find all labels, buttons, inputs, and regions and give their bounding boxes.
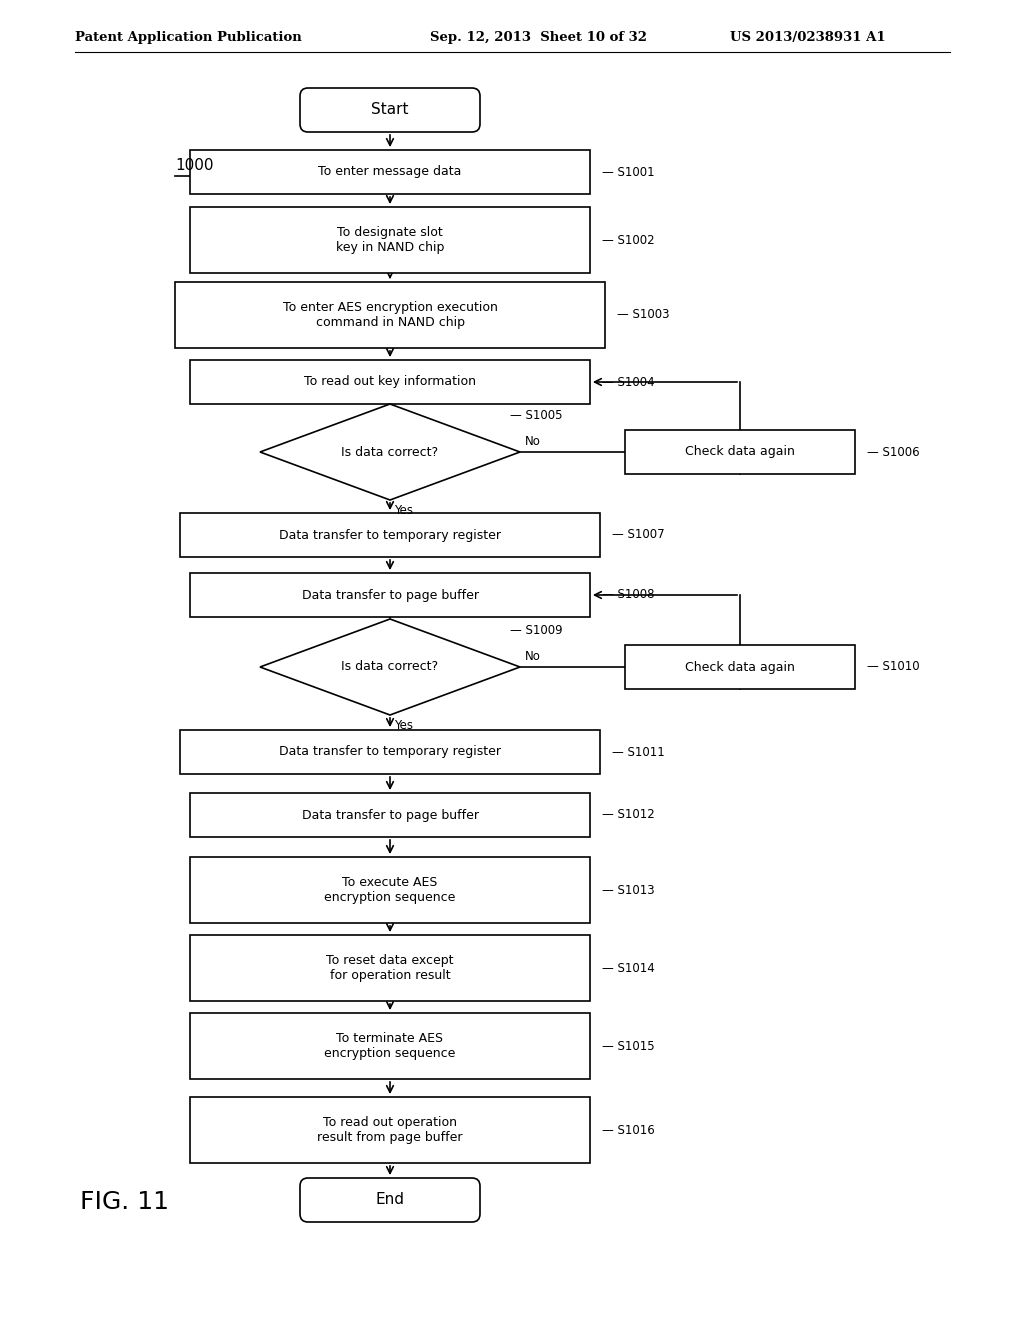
Bar [625,430,855,474]
Text: Sep. 12, 2013  Sheet 10 of 32: Sep. 12, 2013 Sheet 10 of 32 [430,30,647,44]
Text: — S1007: — S1007 [612,528,665,541]
Text: To read out operation
result from page buffer: To read out operation result from page b… [317,1115,463,1144]
Text: No: No [525,436,541,447]
Text: — S1001: — S1001 [602,165,654,178]
Text: Is data correct?: Is data correct? [341,446,438,458]
Text: — S1004: — S1004 [602,375,654,388]
Bar [190,1012,590,1078]
Text: — S1016: — S1016 [602,1123,654,1137]
Text: To enter AES encryption execution
command in NAND chip: To enter AES encryption execution comman… [283,301,498,329]
Bar [625,645,855,689]
Text: — S1009: — S1009 [510,624,562,638]
Polygon shape [260,404,520,500]
FancyBboxPatch shape [300,1177,480,1222]
Bar [180,513,600,557]
Text: — S1013: — S1013 [602,883,654,896]
Text: No: No [525,649,541,663]
Bar [190,360,590,404]
Text: — S1002: — S1002 [602,234,654,247]
Text: Patent Application Publication: Patent Application Publication [75,30,302,44]
Text: Data transfer to page buffer: Data transfer to page buffer [301,808,478,821]
FancyBboxPatch shape [300,88,480,132]
Text: Data transfer to temporary register: Data transfer to temporary register [279,528,501,541]
Bar [175,282,605,348]
Text: 1000: 1000 [175,157,213,173]
Bar [190,935,590,1001]
Text: US 2013/0238931 A1: US 2013/0238931 A1 [730,30,886,44]
Bar [190,573,590,616]
Text: FIG. 11: FIG. 11 [80,1191,169,1214]
Text: — S1003: — S1003 [617,309,670,322]
Text: To designate slot
key in NAND chip: To designate slot key in NAND chip [336,226,444,253]
Bar [190,793,590,837]
Text: To read out key information: To read out key information [304,375,476,388]
Text: To reset data except
for operation result: To reset data except for operation resul… [327,954,454,982]
Bar [190,150,590,194]
Text: Data transfer to page buffer: Data transfer to page buffer [301,589,478,602]
Text: Yes: Yes [394,504,413,517]
Text: — S1006: — S1006 [867,446,920,458]
Text: Start: Start [372,103,409,117]
Text: — S1005: — S1005 [510,409,562,422]
Text: End: End [376,1192,404,1208]
Text: — S1014: — S1014 [602,961,654,974]
Text: Is data correct?: Is data correct? [341,660,438,673]
Text: To terminate AES
encryption sequence: To terminate AES encryption sequence [325,1032,456,1060]
Text: Data transfer to temporary register: Data transfer to temporary register [279,746,501,759]
Polygon shape [260,619,520,715]
Text: Yes: Yes [394,719,413,733]
Bar [190,1097,590,1163]
Bar [190,857,590,923]
Text: To execute AES
encryption sequence: To execute AES encryption sequence [325,876,456,904]
Bar [190,207,590,273]
Text: — S1008: — S1008 [602,589,654,602]
Text: — S1012: — S1012 [602,808,654,821]
Text: Check data again: Check data again [685,446,795,458]
Text: Check data again: Check data again [685,660,795,673]
Text: To enter message data: To enter message data [318,165,462,178]
Text: — S1015: — S1015 [602,1040,654,1052]
Text: — S1010: — S1010 [867,660,920,673]
Bar [180,730,600,774]
Text: — S1011: — S1011 [612,746,665,759]
